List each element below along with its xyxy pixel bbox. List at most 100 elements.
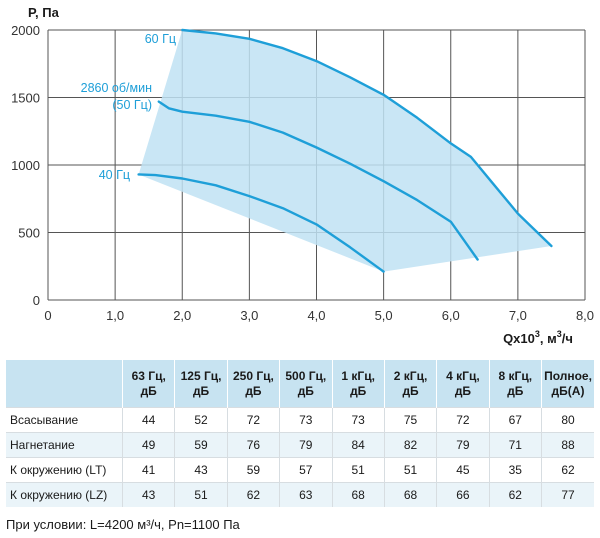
table-row: Всасывание 44 52 72 73 73 75 72 67 80 — [6, 407, 594, 433]
column-header: 4 кГц, дБ — [436, 360, 490, 408]
table-row: К окружению (LT) 41 43 59 57 51 51 45 35 62 — [6, 457, 594, 483]
header-text: 2 кГц, — [393, 368, 428, 383]
x-tick-label: 3,0 — [240, 308, 258, 323]
table-cell: 62 — [489, 482, 543, 507]
table-cell: 79 — [436, 432, 490, 458]
column-header: Полное, дБ(А) — [541, 360, 594, 408]
y-tick-label: 1500 — [11, 91, 40, 106]
curve-1 — [157, 100, 479, 261]
row-label: К окружению (LT) — [6, 457, 123, 483]
noise-level-table: 63 Гц, дБ 125 Гц, дБ 250 Гц, дБ 500 Гц, дБ 1 кГц… — [6, 360, 594, 507]
tick-labels: 0 1,0 2,0 3,0 4,0 5,0 6,0 7,0 8,0 0 500 1000 1500 200… — [11, 23, 594, 323]
table-cell: 49 — [122, 432, 176, 458]
header-text: дБ — [350, 383, 367, 398]
column-header: 250 Гц, дБ — [227, 360, 281, 408]
table-cell: 80 — [541, 407, 594, 433]
curve-label-2860rpm: 2860 об/мин — [81, 81, 152, 95]
header-text: 63 Гц, — [131, 368, 166, 383]
column-header: 8 кГц, дБ — [489, 360, 543, 408]
x-tick-label: 2,0 — [173, 308, 191, 323]
curve-label-40hz: 40 Гц — [99, 168, 130, 182]
header-text: дБ — [192, 383, 210, 398]
x-tick-label: 5,0 — [375, 308, 393, 323]
curves — [137, 28, 553, 273]
table-cell: 51 — [332, 457, 385, 483]
table-cell: 76 — [227, 432, 281, 458]
curve-label-50hz: (50 Гц) — [112, 98, 152, 112]
table-cell: 77 — [541, 482, 594, 507]
header-text: 8 кГц, — [498, 368, 533, 383]
header-text: 500 Гц, — [285, 368, 327, 383]
x-tick-label: 7,0 — [509, 308, 527, 323]
table-cell: 72 — [436, 407, 490, 433]
curve-0 — [181, 28, 553, 248]
table-row: Нагнетание 49 59 76 79 84 82 79 71 88 — [6, 432, 594, 458]
column-header: 63 Гц, дБ — [122, 360, 176, 408]
table-cell: 44 — [122, 407, 176, 433]
table-cell: 75 — [384, 407, 438, 433]
table-cell: 57 — [279, 457, 333, 483]
table-cell: 35 — [489, 457, 543, 483]
y-axis-label: P, Па — [28, 5, 60, 20]
table-cell: 45 — [436, 457, 490, 483]
table-cell: 82 — [384, 432, 438, 458]
conditions-note: При условии: L=4200 м³/ч, Pn=1100 Па — [6, 517, 240, 532]
table-header-row: 63 Гц, дБ 125 Гц, дБ 250 Гц, дБ 500 Гц, дБ 1 кГц… — [6, 360, 594, 408]
header-text: дБ — [507, 383, 524, 398]
header-text: дБ — [402, 383, 419, 398]
column-header: 2 кГц, дБ — [384, 360, 438, 408]
column-header: 1 кГц, дБ — [332, 360, 385, 408]
y-tick-label: 0 — [33, 293, 40, 308]
x-axis-label: Qx103, м3/ч — [503, 329, 573, 346]
fan-performance-chart: 0 1,0 2,0 3,0 4,0 5,0 6,0 7,0 8,0 0 500 1000 1500 200… — [11, 5, 594, 346]
header-text: 4 кГц, — [446, 368, 480, 383]
table-cell: 79 — [279, 432, 333, 458]
column-header — [6, 360, 123, 408]
header-text: дБ — [297, 383, 314, 398]
table-cell: 72 — [227, 407, 281, 433]
operating-region — [138, 30, 552, 272]
table-cell: 52 — [174, 407, 228, 433]
row-label: Всасывание — [6, 407, 123, 433]
header-text: дБ — [245, 383, 262, 398]
table-cell: 59 — [174, 432, 228, 458]
header-text: дБ — [454, 383, 472, 398]
x-tick-label: 8,0 — [576, 308, 594, 323]
table-cell: 66 — [436, 482, 490, 507]
column-header: 125 Гц, дБ — [174, 360, 228, 408]
table-cell: 62 — [227, 482, 281, 507]
x-tick-label: 0 — [44, 308, 51, 323]
table-cell: 88 — [541, 432, 594, 458]
table-cell: 51 — [174, 482, 228, 507]
header-text: 250 Гц, — [233, 368, 274, 383]
table-cell: 63 — [279, 482, 333, 507]
header-text: дБ — [140, 383, 157, 398]
table-cell: 51 — [384, 457, 438, 483]
table-cell: 62 — [541, 457, 594, 483]
table-cell: 43 — [122, 482, 176, 507]
x-tick-label: 6,0 — [442, 308, 460, 323]
y-tick-label: 2000 — [11, 23, 40, 38]
table-cell: 73 — [332, 407, 385, 433]
table-cell: 68 — [384, 482, 438, 507]
header-text: дБ(А) — [551, 383, 585, 398]
y-tick-label: 1000 — [11, 158, 40, 173]
header-text: 1 кГц, — [341, 368, 375, 383]
table-row: К окружению (LZ) 43 51 62 63 68 68 66 62 77 — [6, 482, 594, 507]
table-body: Всасывание 44 52 72 73 73 75 72 67 80 Нагнетание 49… — [6, 407, 594, 507]
x-tick-label: 4,0 — [307, 308, 325, 323]
table-cell: 71 — [489, 432, 543, 458]
curve-2 — [137, 173, 385, 273]
curve-label-60hz: 60 Гц — [145, 32, 176, 46]
row-label: Нагнетание — [6, 432, 123, 458]
table-cell: 73 — [279, 407, 333, 433]
table-cell: 67 — [489, 407, 543, 433]
table-cell: 59 — [227, 457, 281, 483]
table-cell: 43 — [174, 457, 228, 483]
table-cell: 68 — [332, 482, 385, 507]
table-cell: 41 — [122, 457, 176, 483]
table-cell: 84 — [332, 432, 385, 458]
x-tick-label: 1,0 — [106, 308, 124, 323]
column-header: 500 Гц, дБ — [279, 360, 333, 408]
header-text: 125 Гц, — [180, 368, 222, 383]
